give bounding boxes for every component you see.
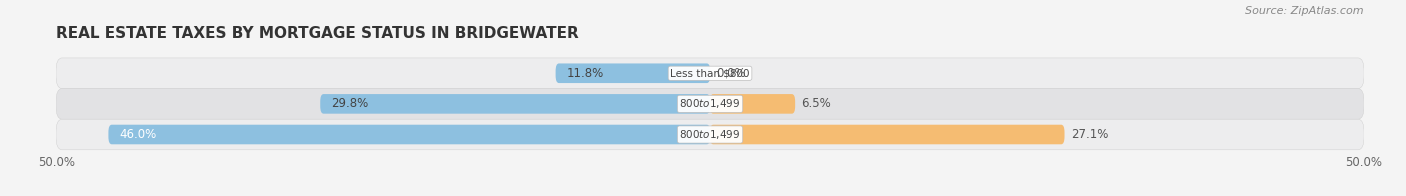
FancyBboxPatch shape [321,94,710,114]
Text: $800 to $1,499: $800 to $1,499 [679,97,741,110]
Text: Less than $800: Less than $800 [671,68,749,78]
FancyBboxPatch shape [710,94,796,114]
Text: REAL ESTATE TAXES BY MORTGAGE STATUS IN BRIDGEWATER: REAL ESTATE TAXES BY MORTGAGE STATUS IN … [56,26,579,41]
Text: 27.1%: 27.1% [1071,128,1108,141]
Text: $800 to $1,499: $800 to $1,499 [679,128,741,141]
Text: Source: ZipAtlas.com: Source: ZipAtlas.com [1246,6,1364,16]
Text: 46.0%: 46.0% [120,128,156,141]
FancyBboxPatch shape [56,89,1364,119]
Text: 11.8%: 11.8% [567,67,603,80]
Text: 6.5%: 6.5% [801,97,831,110]
FancyBboxPatch shape [56,119,1364,150]
FancyBboxPatch shape [56,58,1364,89]
FancyBboxPatch shape [108,125,710,144]
Legend: Without Mortgage, With Mortgage: Without Mortgage, With Mortgage [586,195,834,196]
Text: 0.0%: 0.0% [717,67,747,80]
FancyBboxPatch shape [555,64,710,83]
FancyBboxPatch shape [710,125,1064,144]
Text: 29.8%: 29.8% [330,97,368,110]
